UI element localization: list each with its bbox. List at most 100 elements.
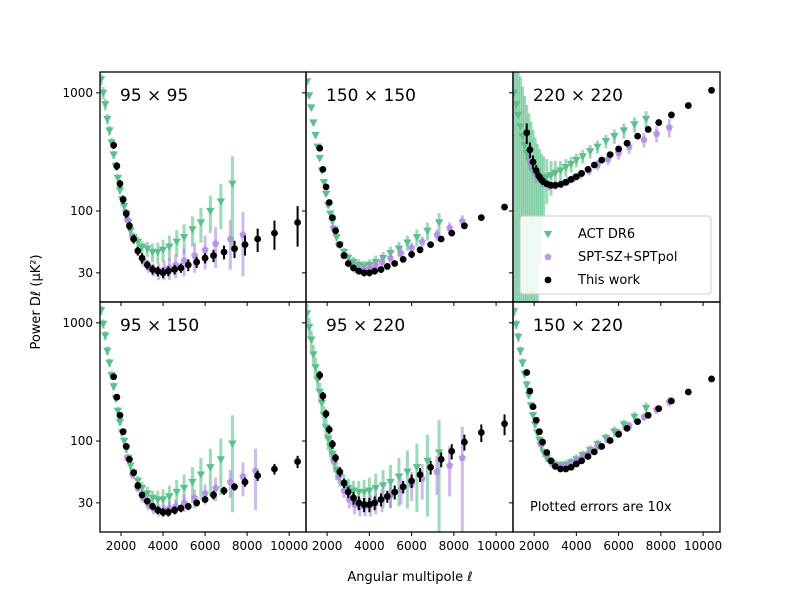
this-work-point xyxy=(164,508,172,516)
spt-point xyxy=(408,243,416,251)
this-work-point xyxy=(634,418,642,426)
this-work-point xyxy=(340,252,348,259)
panel-1-frame xyxy=(99,71,307,303)
act-point xyxy=(179,234,189,242)
act-point xyxy=(115,187,125,195)
this-work-point xyxy=(708,86,715,94)
this-work-point xyxy=(332,227,339,235)
this-work-point xyxy=(271,229,278,237)
this-work-point xyxy=(319,392,327,400)
this-work-point xyxy=(116,411,124,419)
x-tick-label: 8000 xyxy=(232,539,263,553)
this-work-point xyxy=(149,266,156,273)
this-work-point xyxy=(371,267,379,275)
this-work-point xyxy=(399,483,407,491)
this-work-point xyxy=(708,375,715,383)
this-work-point xyxy=(177,264,185,272)
x-tick-label: 2000 xyxy=(312,539,343,553)
act-point xyxy=(100,89,108,98)
panel-title: 95 × 95 xyxy=(120,86,188,106)
this-work-point xyxy=(294,219,301,226)
act-point xyxy=(309,351,318,359)
act-point xyxy=(113,407,123,416)
act-point xyxy=(311,364,320,372)
act-point xyxy=(100,320,108,329)
spt-point xyxy=(372,261,380,268)
act-point xyxy=(556,167,565,175)
this-work-point xyxy=(325,426,333,433)
act-point xyxy=(412,234,422,242)
act-point xyxy=(585,148,595,156)
series-this-work xyxy=(110,373,301,517)
this-work-point xyxy=(408,250,416,258)
this-work-point xyxy=(557,465,564,473)
spt-point xyxy=(653,130,661,137)
x-tick-label: 4000 xyxy=(354,539,385,553)
series-this-work xyxy=(110,141,301,279)
act-point xyxy=(561,164,571,172)
this-work-point xyxy=(668,397,675,405)
this-work-point xyxy=(623,139,631,147)
spt-point xyxy=(212,239,220,247)
act-point xyxy=(148,248,157,257)
this-work-point xyxy=(562,465,570,473)
act-point xyxy=(630,121,639,129)
series-act xyxy=(306,303,444,532)
panel-1: 30 100 1000 95 × 95 xyxy=(62,71,307,306)
this-work-point xyxy=(590,448,598,456)
spt-point xyxy=(378,258,386,266)
this-work-point xyxy=(551,463,559,470)
this-work-point xyxy=(557,180,564,188)
y-tick-label: 30 xyxy=(78,266,93,280)
this-work-point xyxy=(437,455,445,463)
this-work-point xyxy=(340,479,348,487)
panel-1-data xyxy=(100,73,301,281)
this-work-point xyxy=(201,496,209,503)
this-work-point xyxy=(231,245,238,253)
this-work-point xyxy=(316,371,324,379)
legend-label-act: ACT DR6 xyxy=(578,227,635,242)
this-work-point xyxy=(644,126,652,133)
act-point xyxy=(165,493,174,501)
panel-title: 95 × 150 xyxy=(120,316,199,336)
this-work-point xyxy=(371,499,379,507)
this-work-point xyxy=(391,488,399,496)
act-point xyxy=(601,138,611,146)
series-this-work xyxy=(523,86,715,189)
act-point xyxy=(206,464,215,472)
act-point xyxy=(513,321,521,329)
act-point xyxy=(394,245,404,253)
this-work-point xyxy=(615,145,623,153)
this-work-point xyxy=(501,203,508,211)
this-work-point xyxy=(122,443,130,450)
this-work-point xyxy=(437,235,445,243)
act-point xyxy=(423,227,432,236)
this-work-point xyxy=(427,463,435,471)
y-axis-label: Power Dℓ (μK²) xyxy=(29,254,44,349)
panel-4: 2000 4000 6000 8000 10000 30 100 1000 95 × 150 xyxy=(62,301,308,553)
this-work-point xyxy=(377,266,385,273)
this-work-point xyxy=(526,146,534,154)
this-work-point xyxy=(477,429,485,436)
this-work-point xyxy=(325,199,333,206)
this-work-point xyxy=(138,491,146,499)
act-point xyxy=(206,207,215,216)
act-point xyxy=(196,219,206,227)
this-work-point xyxy=(634,132,642,140)
this-work-point xyxy=(668,111,675,119)
this-work-point xyxy=(416,471,424,479)
act-point xyxy=(109,383,118,391)
this-work-point xyxy=(329,214,336,221)
this-work-point xyxy=(655,405,663,413)
act-point xyxy=(317,399,327,408)
this-work-point xyxy=(547,457,555,465)
act-point xyxy=(158,496,168,504)
this-work-point xyxy=(391,260,399,267)
act-point xyxy=(434,449,444,457)
spt-point xyxy=(433,230,441,238)
this-work-point xyxy=(572,173,580,181)
spt-point xyxy=(397,249,405,257)
this-work-point xyxy=(241,478,249,486)
act-point xyxy=(572,156,581,165)
act-point xyxy=(126,462,135,470)
